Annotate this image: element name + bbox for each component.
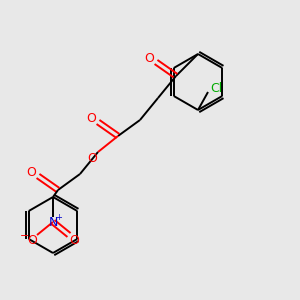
Text: O: O [144,52,154,65]
Text: N: N [48,215,58,229]
Text: Cl: Cl [210,82,222,94]
Text: +: + [56,214,62,223]
Text: −: − [20,231,30,241]
Text: O: O [26,167,36,179]
Text: O: O [27,233,37,247]
Text: O: O [87,152,97,164]
Text: O: O [69,233,79,247]
Text: O: O [86,112,96,125]
